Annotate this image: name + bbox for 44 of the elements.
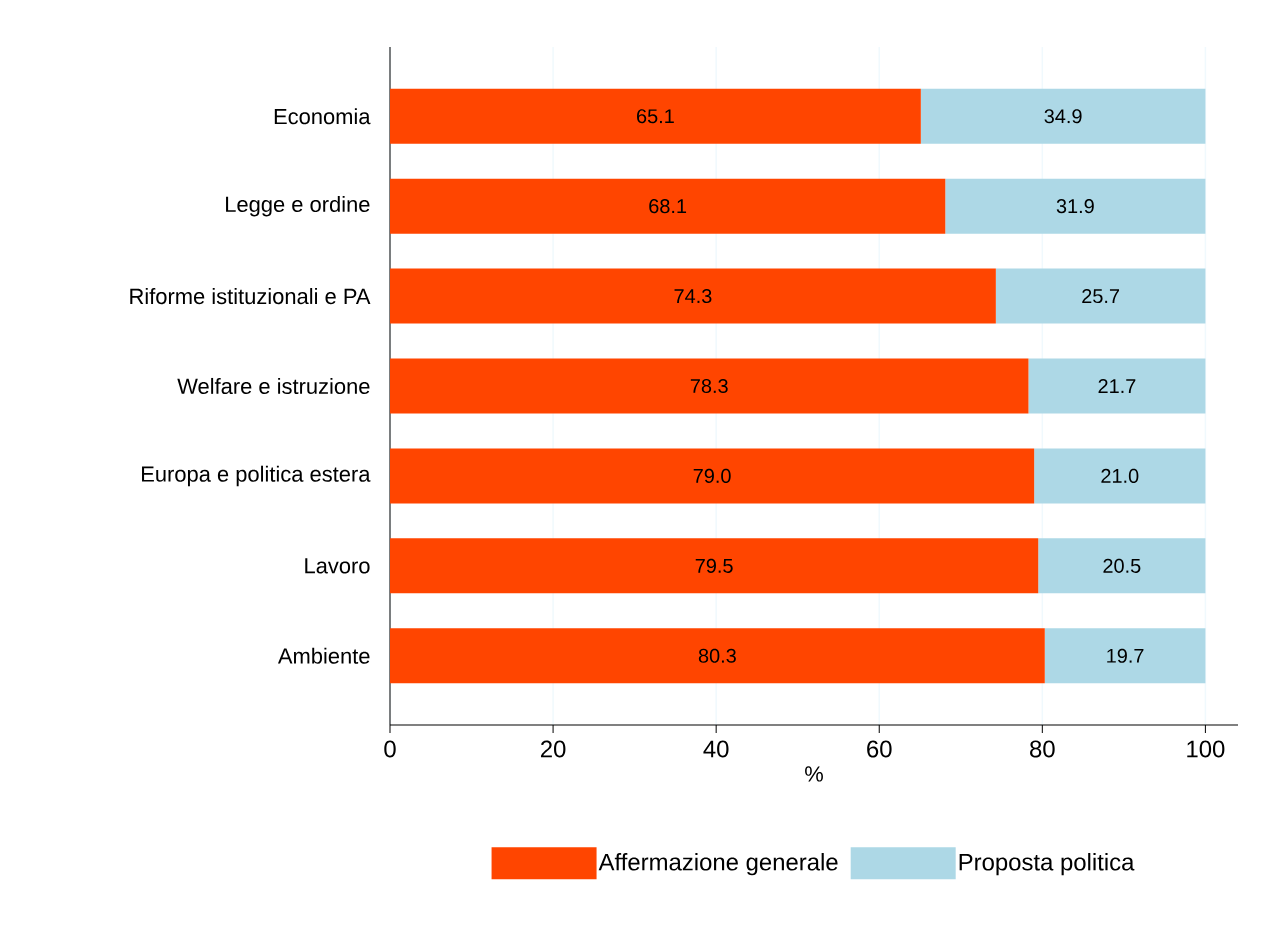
y-tick-label: Legge e ordine (226, 195, 370, 217)
data-label: 74.3 (674, 289, 712, 304)
x-tick-label: 0 (384, 740, 396, 758)
y-tick-label: Economia (274, 108, 371, 125)
x-tick-label: 20 (540, 740, 566, 758)
legend-label: Affermazione generale (598, 853, 838, 876)
data-label: 20.5 (1103, 558, 1141, 573)
y-tick-label: Welfare e istruzione (177, 377, 370, 395)
x-tick-label: 100 (1187, 740, 1225, 758)
data-label: 21.0 (1101, 468, 1139, 483)
y-tick-label: Europa e politica estera (142, 465, 371, 487)
bar (390, 538, 1039, 594)
y-tick-label: Lavoro (305, 558, 370, 574)
bar (1034, 448, 1206, 504)
data-label: 78.3 (690, 378, 728, 394)
y-tick-label: Riforme istituzionali e PA (130, 288, 371, 305)
data-label: 79.5 (695, 558, 733, 573)
x-axis-title: % (805, 766, 823, 782)
bar (1038, 538, 1206, 594)
bar (995, 268, 1206, 324)
x-tick-label: 40 (703, 740, 729, 758)
data-label: 65.1 (637, 109, 674, 124)
data-label: 34.9 (1044, 109, 1082, 124)
y-tick-label: Ambiente (277, 647, 370, 664)
x-tick-label: 80 (1030, 740, 1055, 758)
bar (390, 448, 1035, 504)
data-label: 80.3 (698, 648, 736, 663)
data-label: 19.7 (1107, 648, 1144, 663)
data-label: 68.1 (649, 199, 687, 214)
bar (390, 88, 921, 144)
bar (1044, 628, 1206, 684)
bar (390, 628, 1045, 684)
bar (390, 358, 1029, 414)
data-label: 25.7 (1082, 289, 1120, 304)
data-label: 21.7 (1098, 379, 1136, 393)
bar (1028, 358, 1206, 414)
bar (945, 178, 1206, 234)
data-label: 79.0 (693, 468, 731, 483)
bar (390, 268, 996, 324)
bar (920, 88, 1206, 144)
data-label: 31.9 (1056, 199, 1094, 214)
legend-label: Proposta politica (959, 853, 1135, 876)
x-tick-label: 60 (867, 740, 892, 758)
bar (390, 178, 946, 234)
